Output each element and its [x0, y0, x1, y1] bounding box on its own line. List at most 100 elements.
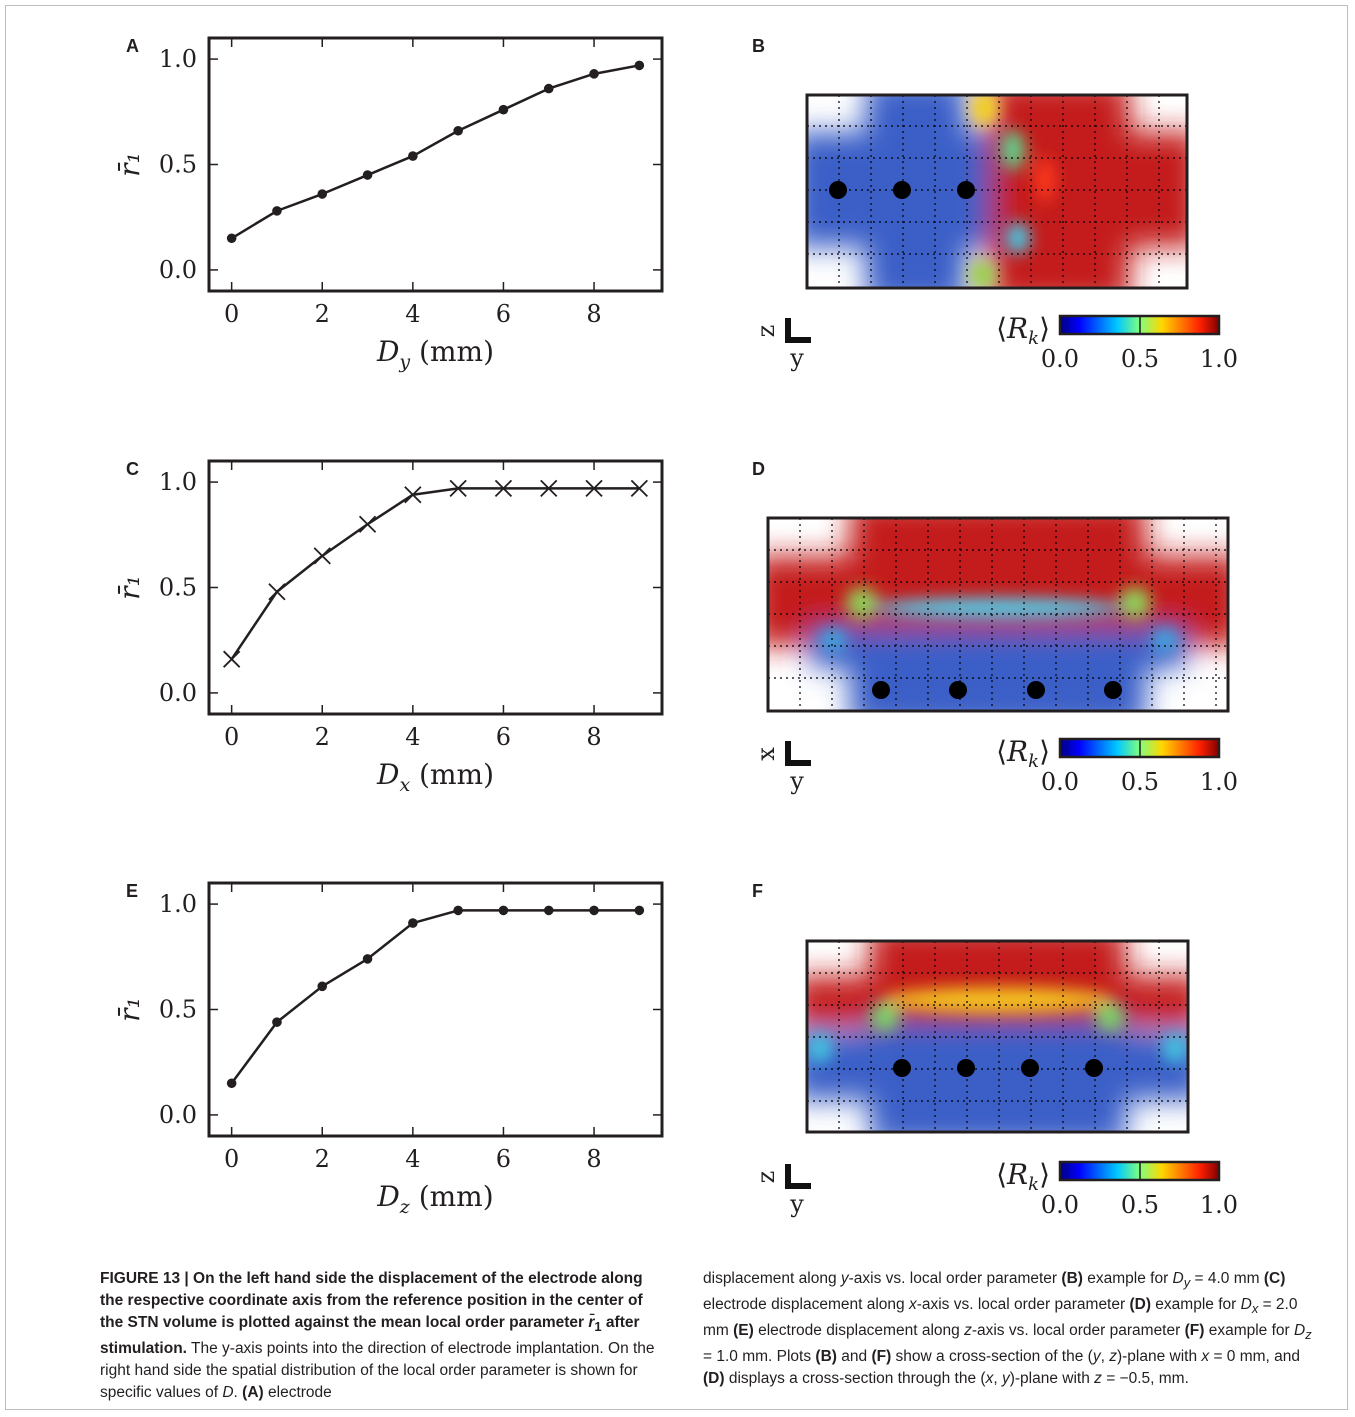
- axis-indicator-f: z y: [752, 1164, 811, 1218]
- x-tick-label: 2: [315, 723, 330, 751]
- y-axis-label: r̄₁: [113, 575, 146, 600]
- heatmap-f-field: [807, 941, 1188, 1132]
- data-point: [543, 83, 554, 94]
- data-point: [408, 918, 418, 928]
- colorbar-d: ⟨Rk⟩ 0.0 0.5 1.0: [996, 735, 1238, 796]
- electrode-contact: [1027, 681, 1045, 699]
- x-tick-label: 2: [315, 300, 330, 328]
- colorbar-b-tick: 0.5: [1121, 345, 1159, 373]
- x-tick-label: 6: [496, 1145, 511, 1173]
- panel-label-d: D: [752, 459, 765, 479]
- colorbar-d-tick: 1.0: [1200, 768, 1238, 796]
- data-point: [494, 479, 513, 498]
- electrodes-b: [829, 181, 975, 199]
- y-tick-label: 0.5: [159, 996, 197, 1024]
- figure-frame: [5, 5, 1348, 1410]
- y-axis-label: r̄₁: [113, 152, 146, 177]
- data-point: [498, 104, 509, 115]
- plot-frame: [207, 459, 664, 716]
- data-point: [223, 650, 241, 668]
- data-point: [589, 905, 599, 916]
- axis-indicator-f-horizontal: y: [789, 1190, 804, 1218]
- data-point: [453, 125, 463, 136]
- heatmap-d-grid: [768, 518, 1228, 711]
- axis-indicator-f-vertical: z: [752, 1171, 780, 1184]
- electrode-contact: [893, 181, 911, 199]
- data-point: [362, 954, 373, 964]
- x-axis-label: Dy (mm): [376, 335, 494, 373]
- y-tick-label: 0.0: [159, 679, 197, 707]
- figure-caption-right: displacement along y-axis vs. local orde…: [703, 1270, 1312, 1388]
- data-point: [272, 206, 282, 216]
- electrode-contact: [1104, 681, 1122, 699]
- colorbar-d-label: ⟨Rk⟩: [996, 735, 1050, 772]
- data-point: [317, 189, 328, 199]
- electrode-contact: [893, 1059, 911, 1077]
- data-point: [498, 905, 509, 916]
- x-tick-label: 8: [586, 1145, 601, 1173]
- data-point: [453, 905, 463, 916]
- line-chart-e: E 0 2 4 6 8 0.0 0.5 1.0 r̄₁ Dz (mm): [113, 881, 664, 1218]
- colorbar-f-tick: 1.0: [1200, 1191, 1238, 1219]
- electrode-contact: [1021, 1059, 1039, 1077]
- x-axis-label: Dx (mm): [376, 758, 494, 796]
- y-axis-label: r̄₁: [113, 997, 146, 1022]
- heatmap-panel-f: F: [752, 881, 1238, 1219]
- electrode-contact: [872, 681, 890, 699]
- colorbar-f-tick: 0.0: [1041, 1191, 1079, 1219]
- data-point: [404, 486, 422, 504]
- y-tick-label: 1.0: [159, 45, 197, 73]
- colorbar-b: ⟨Rk⟩ 0.0 0.5 1.0: [996, 312, 1238, 373]
- panel-label: A: [126, 36, 139, 56]
- data-point: [408, 151, 418, 161]
- x-tick-label: 0: [224, 723, 239, 751]
- y-tick-label: 1.0: [159, 890, 197, 918]
- colorbar-f-tick: 0.5: [1121, 1191, 1159, 1219]
- x-tick-label: 0: [224, 1145, 239, 1173]
- x-tick-label: 4: [405, 1145, 420, 1173]
- panel-label: E: [126, 881, 138, 901]
- series-line: [231, 64, 640, 240]
- colorbar-f-label: ⟨Rk⟩: [996, 1158, 1050, 1195]
- y-tick-label: 0.5: [159, 151, 197, 179]
- panel-label-f: F: [752, 881, 763, 901]
- line-chart-c: C 0 2 4 6 8 0.0 0.5 1.0 r̄₁ Dx (mm): [113, 459, 664, 796]
- data-point: [585, 479, 603, 498]
- data-point: [226, 233, 237, 244]
- data-point: [268, 583, 286, 601]
- plot-frame: [207, 881, 664, 1138]
- colorbar-d-tick: 0.0: [1041, 768, 1079, 796]
- data-point: [589, 69, 599, 79]
- electrode-contact: [949, 681, 967, 699]
- colorbar-b-label: ⟨Rk⟩: [996, 312, 1050, 349]
- data-point: [449, 479, 467, 498]
- data-point: [543, 905, 554, 916]
- axis-indicator-b-horizontal: y: [789, 344, 804, 372]
- heatmap-panel-b: B: [752, 36, 1238, 373]
- series-line: [230, 487, 640, 660]
- electrode-contact: [1085, 1059, 1103, 1077]
- data-point: [630, 479, 648, 498]
- series-line: [230, 909, 640, 1085]
- colorbar-d-tick: 0.5: [1121, 768, 1159, 796]
- data-point: [358, 515, 377, 533]
- x-tick-label: 6: [496, 300, 511, 328]
- axis-indicator-b-vertical: z: [752, 325, 780, 338]
- electrodes-d: [872, 681, 1122, 699]
- panel-label-b: B: [752, 36, 765, 56]
- axis-indicator-d-vertical: x: [752, 747, 780, 761]
- data-point: [634, 905, 645, 916]
- x-tick-label: 4: [405, 300, 420, 328]
- y-tick-label: 0.0: [159, 1101, 197, 1129]
- x-tick-label: 4: [405, 723, 420, 751]
- figure-caption-left: FIGURE 13 | On the left hand side the di…: [100, 1270, 655, 1402]
- heatmap-b-field: [807, 95, 1187, 288]
- y-tick-label: 0.5: [159, 574, 197, 602]
- x-tick-label: 8: [586, 300, 601, 328]
- data-point: [362, 170, 373, 180]
- colorbar-f: ⟨Rk⟩ 0.0 0.5 1.0: [996, 1158, 1238, 1219]
- y-tick-label: 0.0: [159, 256, 197, 284]
- heatmap-f-border: [805, 939, 1190, 1134]
- axis-indicator-b: z y: [752, 318, 811, 372]
- data-point: [313, 547, 331, 565]
